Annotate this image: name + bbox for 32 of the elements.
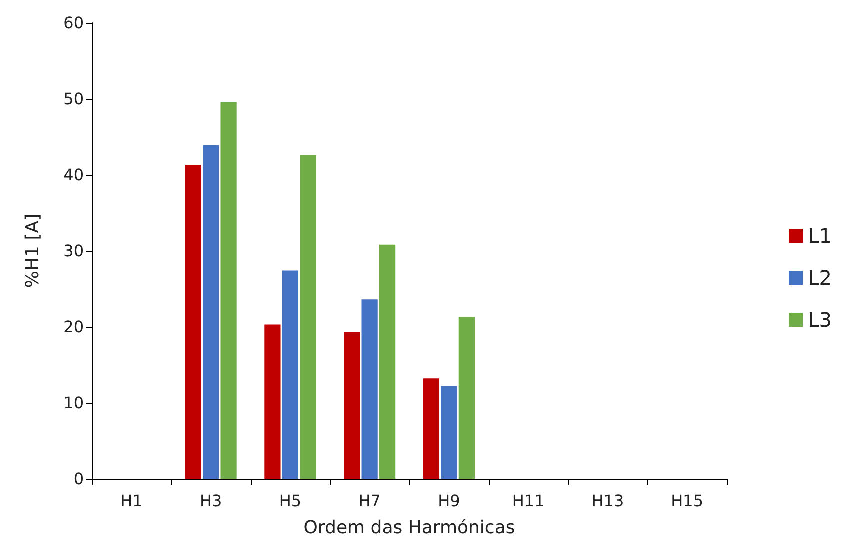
bar bbox=[344, 332, 360, 479]
bar bbox=[282, 270, 298, 479]
x-tick-label: H13 bbox=[592, 492, 624, 510]
bar bbox=[423, 378, 440, 479]
y-tick-label: 10 bbox=[64, 394, 84, 412]
bar bbox=[203, 145, 220, 479]
y-axis-title: %H1 [A] bbox=[22, 214, 44, 288]
y-tick-label: 60 bbox=[64, 14, 84, 32]
legend-label: L1 bbox=[808, 224, 832, 248]
bar bbox=[300, 155, 316, 479]
y-tick-label: 0 bbox=[74, 470, 84, 488]
bar bbox=[185, 165, 202, 479]
y-tick-label: 20 bbox=[64, 318, 84, 336]
y-tick-label: 50 bbox=[64, 90, 84, 108]
x-tick-label: H7 bbox=[358, 492, 381, 510]
x-axis-title: Ordem das Harmónicas bbox=[304, 518, 516, 538]
y-tick-label: 40 bbox=[64, 166, 84, 184]
x-tick-label: H9 bbox=[438, 492, 460, 510]
legend-label: L3 bbox=[808, 308, 832, 332]
bar bbox=[379, 244, 396, 479]
bar bbox=[362, 300, 378, 479]
y-tick-label: 30 bbox=[64, 242, 84, 260]
bar bbox=[264, 324, 281, 479]
x-tick-label: H1 bbox=[120, 492, 143, 510]
x-tick-label: H3 bbox=[200, 492, 222, 510]
bar bbox=[458, 317, 475, 479]
bar bbox=[220, 102, 237, 479]
x-tick-label: H5 bbox=[279, 492, 302, 510]
legend-label: L2 bbox=[808, 266, 832, 290]
x-tick-label: H15 bbox=[671, 492, 704, 510]
x-tick-label: H11 bbox=[512, 492, 545, 510]
bar bbox=[441, 386, 458, 479]
